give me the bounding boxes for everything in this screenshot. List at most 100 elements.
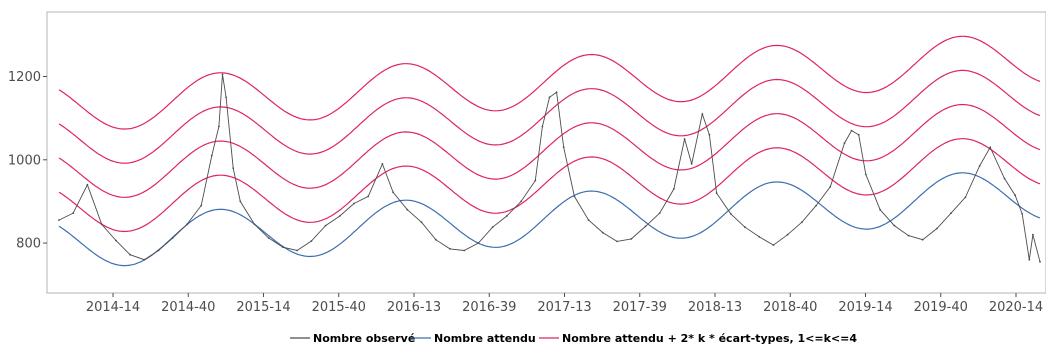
observed-point-61 (815, 204, 817, 207)
observed-point-63 (843, 142, 846, 145)
x-tick-label-2018-40: 2018-40 (763, 300, 817, 315)
observed-point-10 (200, 204, 203, 207)
observed-point-45 (616, 240, 618, 243)
observed-point-28 (406, 208, 409, 211)
band-lines (58, 35, 1041, 233)
observed-point-50 (683, 138, 686, 140)
observed-point-70 (921, 238, 924, 241)
x-tick-label-2018-13: 2018-13 (688, 300, 742, 315)
observed-point-32 (463, 249, 466, 252)
observed-point-60 (801, 221, 803, 224)
observed-point-68 (893, 224, 896, 227)
observed-point-13 (221, 73, 224, 76)
observed-point-57 (758, 235, 761, 238)
observed-point-26 (381, 163, 384, 165)
observed-point-66 (864, 173, 867, 176)
observed-point-46 (630, 238, 633, 240)
observed-point-64 (850, 129, 853, 132)
observed-point-14 (225, 96, 228, 99)
observed-point-36 (520, 200, 522, 203)
legend-label-bands: Nombre attendu + 2* k * écart-types, 1<=… (562, 332, 857, 345)
observed-point-65 (857, 133, 860, 136)
observed-point-47 (644, 225, 647, 228)
y-tick-label-1000: 1000 (8, 153, 41, 168)
observed-point-24 (353, 202, 355, 205)
legend: Nombre observé Nombre attendu Nombre att… (290, 332, 857, 345)
observed-point-1 (72, 212, 75, 215)
observed-point-40 (555, 91, 558, 94)
observed-point-8 (171, 237, 174, 239)
x-tick-label-2017-39: 2017-39 (613, 300, 667, 315)
observed-point-52 (701, 113, 704, 115)
observed-point-16 (239, 200, 242, 203)
observed-point-15 (232, 167, 235, 170)
observed-point-69 (907, 234, 910, 237)
observed-point-73 (964, 196, 967, 199)
observed-point-43 (587, 219, 590, 222)
observed-point-9 (186, 223, 188, 226)
observed-point-59 (786, 233, 789, 236)
observed-point-42 (573, 195, 576, 198)
observed-point-7 (157, 249, 160, 252)
expected-line-layer (58, 172, 1041, 267)
y-tick-label-800: 800 (16, 237, 41, 252)
observed-point-19 (282, 246, 284, 249)
observed-point-80 (1032, 233, 1034, 236)
observed-point-55 (729, 213, 732, 215)
observed-point-0 (58, 219, 60, 222)
observed-point-31 (449, 248, 451, 250)
observed-point-35 (505, 215, 508, 217)
observed-point-22 (324, 224, 327, 227)
x-tick-label-2016-13: 2016-13 (387, 300, 441, 315)
legend-label-observed: Nombre observé (313, 332, 415, 345)
observed-point-51 (690, 163, 693, 165)
observed-point-30 (434, 238, 437, 241)
observed-point-54 (715, 192, 718, 195)
observed-point-25 (367, 195, 370, 198)
observed-point-5 (129, 253, 132, 256)
observed-point-3 (100, 223, 103, 226)
x-axis: 2014-14 2014-40 2015-14 2015-40 2016-13 2016-… (86, 293, 1043, 315)
observed-point-38 (541, 125, 544, 128)
observed-point-72 (950, 212, 952, 215)
x-tick-label-2014-40: 2014-40 (161, 300, 215, 315)
observed-point-74 (978, 165, 981, 167)
observed-point-4 (115, 239, 117, 242)
band-line-k2 (58, 104, 1041, 198)
observed-point-17 (253, 223, 256, 226)
observed-point-2 (86, 183, 89, 186)
observed-point-78 (1021, 213, 1024, 215)
observed-point-48 (658, 212, 661, 215)
observed-point-58 (772, 244, 775, 247)
observed-point-77 (1014, 194, 1016, 197)
x-tick-label-2020-14: 2020-14 (989, 300, 1043, 315)
observed-point-37 (534, 179, 537, 182)
observed-point-39 (548, 96, 551, 99)
observed-point-33 (477, 242, 480, 244)
observed-point-21 (310, 240, 313, 242)
observed-point-44 (601, 231, 604, 234)
y-tick-label-1200: 1200 (8, 70, 41, 85)
observed-point-20 (296, 249, 298, 252)
observed-point-41 (562, 146, 565, 149)
observed-line-layer (58, 73, 1041, 263)
band-line-k4 (58, 35, 1041, 130)
observed-point-23 (338, 215, 341, 217)
observed-point-67 (879, 208, 881, 211)
observed-point-12 (218, 125, 220, 128)
observed-point-76 (1003, 177, 1006, 180)
x-tick-label-2015-14: 2015-14 (236, 300, 290, 315)
observed-point-49 (673, 188, 675, 190)
observed-point-53 (708, 133, 711, 136)
x-tick-label-2019-40: 2019-40 (914, 300, 968, 315)
observed-point-56 (744, 226, 746, 229)
observed-point-79 (1028, 258, 1031, 261)
observed-point-71 (936, 227, 938, 230)
observed-point-81 (1039, 260, 1041, 263)
observed-point-75 (989, 146, 992, 149)
x-tick-label-2014-14: 2014-14 (86, 300, 140, 315)
plot-panel (46, 11, 1046, 294)
band-line-k1 (58, 138, 1041, 233)
y-axis: 800 1000 1200 (8, 70, 47, 252)
